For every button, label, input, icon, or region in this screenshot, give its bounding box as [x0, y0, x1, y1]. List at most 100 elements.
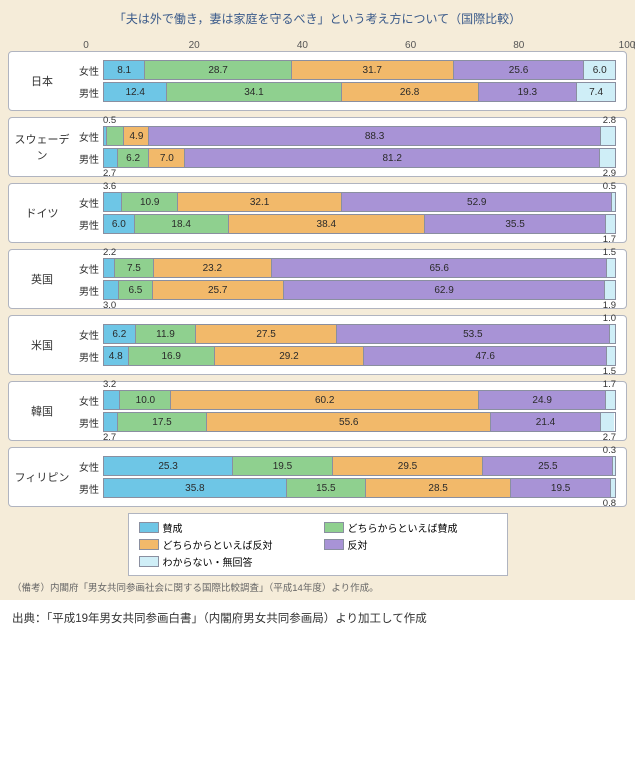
gender-label: 女性: [73, 261, 103, 276]
external-value-label: 1.5: [603, 247, 616, 258]
legend-item: 反対: [324, 537, 497, 552]
bar-segment-somewhat_agree: 16.9: [129, 347, 215, 365]
bar-segment-dontknow: [600, 149, 615, 167]
stacked-bar: 6.211.927.553.5: [103, 324, 616, 344]
source-line: 出典：「平成19年男女共同参画白書」（内閣府男女共同参画局）より加工して作成: [0, 600, 635, 632]
chart-panel: 「夫は外で働き，妻は家庭を守るべき」という考え方について（国際比較） 02040…: [0, 0, 635, 600]
bar-segment-somewhat_disagree: 29.2: [215, 347, 364, 365]
bar-segment-disagree: 65.6: [272, 259, 607, 277]
legend-item: どちらからといえば反対: [139, 537, 312, 552]
country-label: 英国: [9, 271, 73, 287]
gender-label: 男性: [73, 151, 103, 166]
stacked-bar: 6.018.438.435.5: [103, 214, 616, 234]
gender-label: 男性: [73, 415, 103, 430]
country-group: 英国女性2.21.57.523.265.6男性3.01.96.525.762.9: [8, 249, 627, 309]
external-value-label: 1.0: [603, 313, 616, 324]
bar-segment-dontknow: [601, 413, 615, 431]
legend-swatch: [139, 522, 159, 533]
gender-label: 女性: [73, 63, 103, 78]
bar-row: 男性2.72.717.555.621.4: [73, 412, 616, 432]
bar-row: 女性3.21.710.060.224.9: [73, 390, 616, 410]
bar-segment-dontknow: 7.4: [577, 83, 615, 101]
bar-segment-somewhat_disagree: 23.2: [154, 259, 273, 277]
x-tick: 80: [513, 40, 524, 51]
external-value-label: 2.9: [603, 168, 616, 179]
gender-label: 女性: [73, 327, 103, 342]
bar-row: 男性1.54.816.929.247.6: [73, 346, 616, 366]
external-value-label: 0.8: [603, 498, 616, 509]
legend-label: どちらからといえば反対: [163, 537, 273, 552]
bar-row: 男性12.434.126.819.37.4: [73, 82, 616, 102]
legend-swatch: [139, 539, 159, 550]
external-value-label: 2.2: [103, 247, 116, 258]
bar-segment-dontknow: [606, 391, 615, 409]
bar-segment-agree: 4.8: [104, 347, 129, 365]
chart-title: 「夫は外で働き，妻は家庭を守るべき」という考え方について（国際比較）: [8, 10, 627, 27]
bar-segment-disagree: 19.3: [479, 83, 578, 101]
gender-label: 男性: [73, 481, 103, 496]
bar-row: 女性1.06.211.927.553.5: [73, 324, 616, 344]
bar-row: 男性2.72.96.27.081.2: [73, 148, 616, 168]
bar-segment-dontknow: [607, 347, 615, 365]
external-value-label: 0.5: [103, 115, 116, 126]
bar-segment-somewhat_agree: 10.0: [120, 391, 171, 409]
country-group: 米国女性1.06.211.927.553.5男性1.54.816.929.247…: [8, 315, 627, 375]
bar-segment-agree: 8.1: [104, 61, 145, 79]
bar-segment-disagree: 53.5: [337, 325, 610, 343]
bar-segment-disagree: 81.2: [185, 149, 600, 167]
bar-segment-somewhat_agree: 17.5: [118, 413, 207, 431]
bar-segment-somewhat_agree: 34.1: [167, 83, 341, 101]
x-axis-ticks: 020406080100(%): [86, 35, 627, 51]
legend-swatch: [324, 539, 344, 550]
gender-label: 女性: [73, 393, 103, 408]
external-value-label: 1.7: [603, 379, 616, 390]
legend-swatch: [139, 556, 159, 567]
external-value-label: 2.7: [103, 168, 116, 179]
legend-item: 賛成: [139, 520, 312, 535]
bar-segment-somewhat_disagree: 32.1: [178, 193, 342, 211]
bar-segment-somewhat_agree: 7.5: [115, 259, 153, 277]
bar-segment-somewhat_agree: 6.2: [118, 149, 150, 167]
bar-segment-somewhat_agree: 11.9: [136, 325, 197, 343]
external-value-label: 0.5: [603, 181, 616, 192]
external-value-label: 3.2: [103, 379, 116, 390]
bar-segment-disagree: 21.4: [491, 413, 600, 431]
bar-row: 女性3.60.510.932.152.9: [73, 192, 616, 212]
bar-segment-somewhat_agree: [107, 127, 125, 145]
external-value-label: 2.7: [603, 432, 616, 443]
stacked-bar: 10.060.224.9: [103, 390, 616, 410]
bar-segment-dontknow: [610, 325, 615, 343]
external-value-label: 0.3: [603, 445, 616, 456]
bar-segment-dontknow: [605, 281, 615, 299]
bar-segment-somewhat_disagree: 60.2: [171, 391, 479, 409]
external-value-label: 2.7: [103, 432, 116, 443]
bar-segment-agree: 6.2: [104, 325, 136, 343]
stacked-bar: 35.815.528.519.5: [103, 478, 616, 498]
bar-row: 女性0.52.84.988.3: [73, 126, 616, 146]
gender-label: 男性: [73, 217, 103, 232]
gender-label: 男性: [73, 349, 103, 364]
bar-segment-disagree: 88.3: [149, 127, 600, 145]
bar-segment-disagree: 62.9: [284, 281, 605, 299]
bar-segment-somewhat_agree: 19.5: [233, 457, 333, 475]
country-label: フィリピン: [9, 469, 73, 485]
external-value-label: 2.8: [603, 115, 616, 126]
bar-segment-disagree: 25.5: [483, 457, 613, 475]
stacked-bar: 17.555.621.4: [103, 412, 616, 432]
stacked-bar: 6.525.762.9: [103, 280, 616, 300]
gender-label: 女性: [73, 459, 103, 474]
bar-row: 男性3.01.96.525.762.9: [73, 280, 616, 300]
bar-segment-agree: 25.3: [104, 457, 233, 475]
bar-row: 女性2.21.57.523.265.6: [73, 258, 616, 278]
country-group: スウェーデン女性0.52.84.988.3男性2.72.96.27.081.2: [8, 117, 627, 177]
x-tick: 40: [297, 40, 308, 51]
bar-segment-agree: [104, 259, 115, 277]
bar-segment-somewhat_disagree: 28.5: [366, 479, 511, 497]
bar-segment-somewhat_disagree: 55.6: [207, 413, 491, 431]
bar-segment-agree: [104, 149, 118, 167]
bar-segment-dontknow: [611, 479, 615, 497]
legend-swatch: [324, 522, 344, 533]
country-group: フィリピン女性0.325.319.529.525.5男性0.835.815.52…: [8, 447, 627, 507]
bar-row: 男性1.76.018.438.435.5: [73, 214, 616, 234]
bar-segment-somewhat_agree: 10.9: [122, 193, 178, 211]
